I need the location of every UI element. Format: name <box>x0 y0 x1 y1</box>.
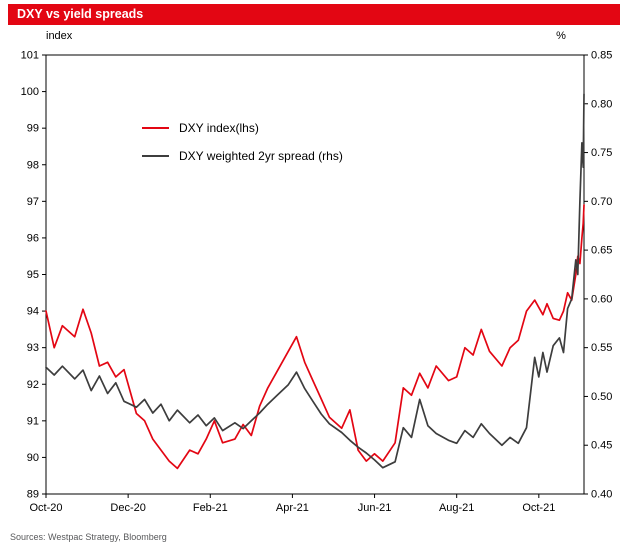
left-axis-tick-label: 93 <box>27 342 39 354</box>
left-axis-tick-label: 95 <box>27 269 39 281</box>
dxy-index-line-swatch <box>142 126 169 130</box>
plot-border <box>45 54 585 495</box>
left-axis-tick-label: 96 <box>27 232 39 244</box>
right-axis-tick-label: 0.50 <box>591 391 612 403</box>
source-note: Sources: Westpac Strategy, Bloomberg <box>10 532 167 542</box>
right-axis-tick-label: 0.75 <box>591 147 612 159</box>
dxy-weighted-2yr-spread-rhs-line <box>45 93 585 469</box>
left-axis-tick-label: 90 <box>27 452 39 464</box>
left-axis-tick-label: 99 <box>27 123 39 135</box>
x-axis-tick-label: Feb-21 <box>193 502 228 514</box>
right-axis-tick-label: 0.85 <box>591 50 612 62</box>
left-axis-tick-label: 97 <box>27 196 39 208</box>
left-axis-tick-label: 89 <box>27 489 39 501</box>
legend: DXY index(lhs) DXY weighted 2yr spread (… <box>142 121 343 163</box>
x-axis-tick-label: Jun-21 <box>358 502 392 514</box>
right-axis-tick-label: 0.55 <box>591 342 612 354</box>
right-axis-tick-label: 0.40 <box>591 489 612 501</box>
left-axis-tick-label: 91 <box>27 415 39 427</box>
legend-item-dxy-index: DXY index(lhs) <box>142 121 343 135</box>
right-axis-tick-label: 0.45 <box>591 440 612 452</box>
left-axis-tick-label: 100 <box>21 86 39 98</box>
right-axis-tick-label: 0.60 <box>591 293 612 305</box>
spread-line-swatch <box>142 154 169 158</box>
chart-title-bar: DXY vs yield spreads <box>8 4 620 25</box>
legend-item-spread: DXY weighted 2yr spread (rhs) <box>142 149 343 163</box>
x-axis-tick-label: Oct-20 <box>29 502 62 514</box>
left-axis-tick-label: 92 <box>27 379 39 391</box>
left-axis-unit-label: index <box>46 30 73 42</box>
left-axis-tick-label: 94 <box>27 306 39 318</box>
dxy-index-legend-label: DXY index(lhs) <box>179 121 259 135</box>
right-axis-unit-label: % <box>556 30 566 42</box>
right-axis-tick-label: 0.70 <box>591 196 612 208</box>
left-axis-tick-label: 98 <box>27 159 39 171</box>
dxy-index-lhs-line <box>45 204 585 470</box>
x-axis-tick-label: Dec-20 <box>110 502 145 514</box>
right-axis-tick-label: 0.80 <box>591 98 612 110</box>
chart-title: DXY vs yield spreads <box>17 7 144 21</box>
x-axis-tick-label: Aug-21 <box>439 502 474 514</box>
x-axis-tick-label: Apr-21 <box>276 502 309 514</box>
x-axis-tick-label: Oct-21 <box>522 502 555 514</box>
left-axis-tick-label: 101 <box>21 50 39 62</box>
spread-legend-label: DXY weighted 2yr spread (rhs) <box>179 149 343 163</box>
right-axis-tick-label: 0.65 <box>591 245 612 257</box>
